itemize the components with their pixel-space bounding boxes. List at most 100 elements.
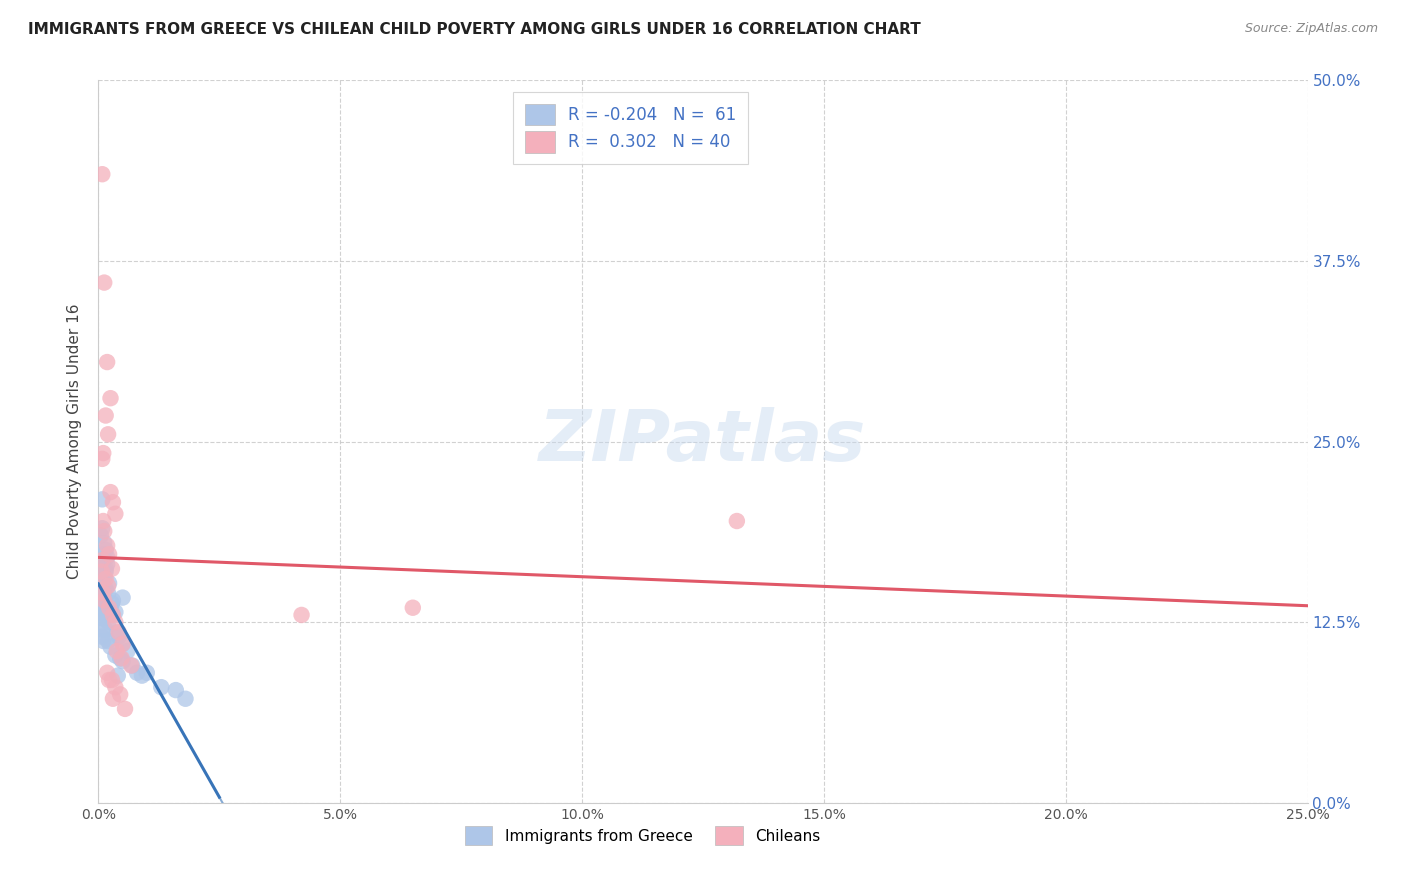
- Point: [100, 640, 122, 654]
- Point: [725, 514, 748, 528]
- Point: [94, 562, 117, 576]
- Point: [90, 593, 112, 607]
- Point: [114, 702, 136, 716]
- Text: ZIPatlas: ZIPatlas: [540, 407, 866, 476]
- Point: [90, 565, 112, 579]
- Point: [91, 600, 114, 615]
- Point: [93, 570, 115, 584]
- Text: IMMIGRANTS FROM GREECE VS CHILEAN CHILD POVERTY AMONG GIRLS UNDER 16 CORRELATION: IMMIGRANTS FROM GREECE VS CHILEAN CHILD …: [28, 22, 921, 37]
- Point: [94, 409, 117, 423]
- Point: [101, 607, 124, 622]
- Point: [91, 634, 114, 648]
- Point: [90, 567, 112, 582]
- Point: [89, 611, 111, 625]
- Point: [101, 673, 124, 687]
- Point: [93, 276, 115, 290]
- Point: [90, 596, 112, 610]
- Point: [104, 507, 127, 521]
- Point: [98, 600, 121, 615]
- Point: [94, 623, 117, 637]
- Point: [174, 691, 197, 706]
- Point: [101, 596, 124, 610]
- Point: [97, 634, 120, 648]
- Point: [90, 572, 112, 586]
- Point: [91, 586, 114, 600]
- Point: [90, 572, 112, 586]
- Point: [96, 355, 118, 369]
- Point: [97, 615, 120, 630]
- Point: [108, 651, 131, 665]
- Point: [100, 391, 122, 405]
- Legend: Immigrants from Greece, Chileans: Immigrants from Greece, Chileans: [457, 818, 828, 853]
- Point: [120, 658, 142, 673]
- Point: [93, 535, 115, 549]
- Point: [104, 615, 127, 630]
- Point: [165, 683, 187, 698]
- Point: [96, 607, 118, 622]
- Point: [101, 607, 124, 622]
- Point: [117, 644, 139, 658]
- Y-axis label: Child Poverty Among Girls Under 16: Child Poverty Among Girls Under 16: [67, 304, 83, 579]
- Point: [93, 524, 115, 538]
- Point: [104, 680, 127, 694]
- Point: [96, 550, 118, 565]
- Point: [90, 630, 112, 644]
- Point: [91, 611, 114, 625]
- Point: [127, 665, 149, 680]
- Point: [98, 673, 121, 687]
- Point: [97, 579, 120, 593]
- Point: [90, 528, 112, 542]
- Point: [101, 593, 124, 607]
- Point: [111, 654, 134, 668]
- Point: [111, 591, 134, 605]
- Point: [104, 648, 127, 663]
- Point: [135, 665, 157, 680]
- Point: [96, 558, 118, 572]
- Point: [105, 625, 128, 640]
- Point: [91, 562, 114, 576]
- Point: [150, 680, 173, 694]
- Point: [91, 451, 114, 466]
- Point: [94, 565, 117, 579]
- Point: [90, 591, 112, 605]
- Point: [93, 593, 115, 607]
- Point: [89, 579, 111, 593]
- Point: [98, 576, 121, 591]
- Point: [97, 427, 120, 442]
- Point: [131, 668, 153, 682]
- Point: [91, 446, 114, 460]
- Point: [91, 521, 114, 535]
- Point: [101, 495, 124, 509]
- Point: [111, 651, 134, 665]
- Point: [91, 553, 114, 567]
- Point: [93, 607, 115, 622]
- Point: [100, 485, 122, 500]
- Point: [91, 167, 114, 181]
- Point: [97, 586, 120, 600]
- Point: [98, 547, 121, 561]
- Point: [107, 625, 129, 640]
- Point: [90, 605, 112, 619]
- Point: [91, 547, 114, 561]
- Point: [107, 630, 129, 644]
- Point: [111, 637, 134, 651]
- Point: [101, 562, 124, 576]
- Point: [94, 542, 117, 557]
- Point: [94, 582, 117, 596]
- Point: [94, 572, 117, 586]
- Point: [91, 565, 114, 579]
- Point: [107, 668, 129, 682]
- Point: [121, 658, 143, 673]
- Point: [96, 539, 118, 553]
- Point: [91, 492, 114, 507]
- Point: [111, 637, 134, 651]
- Point: [104, 605, 127, 619]
- Point: [90, 558, 112, 572]
- Point: [105, 644, 128, 658]
- Point: [101, 691, 124, 706]
- Point: [91, 579, 114, 593]
- Point: [93, 584, 115, 599]
- Point: [89, 593, 111, 607]
- Point: [100, 600, 122, 615]
- Point: [108, 687, 131, 701]
